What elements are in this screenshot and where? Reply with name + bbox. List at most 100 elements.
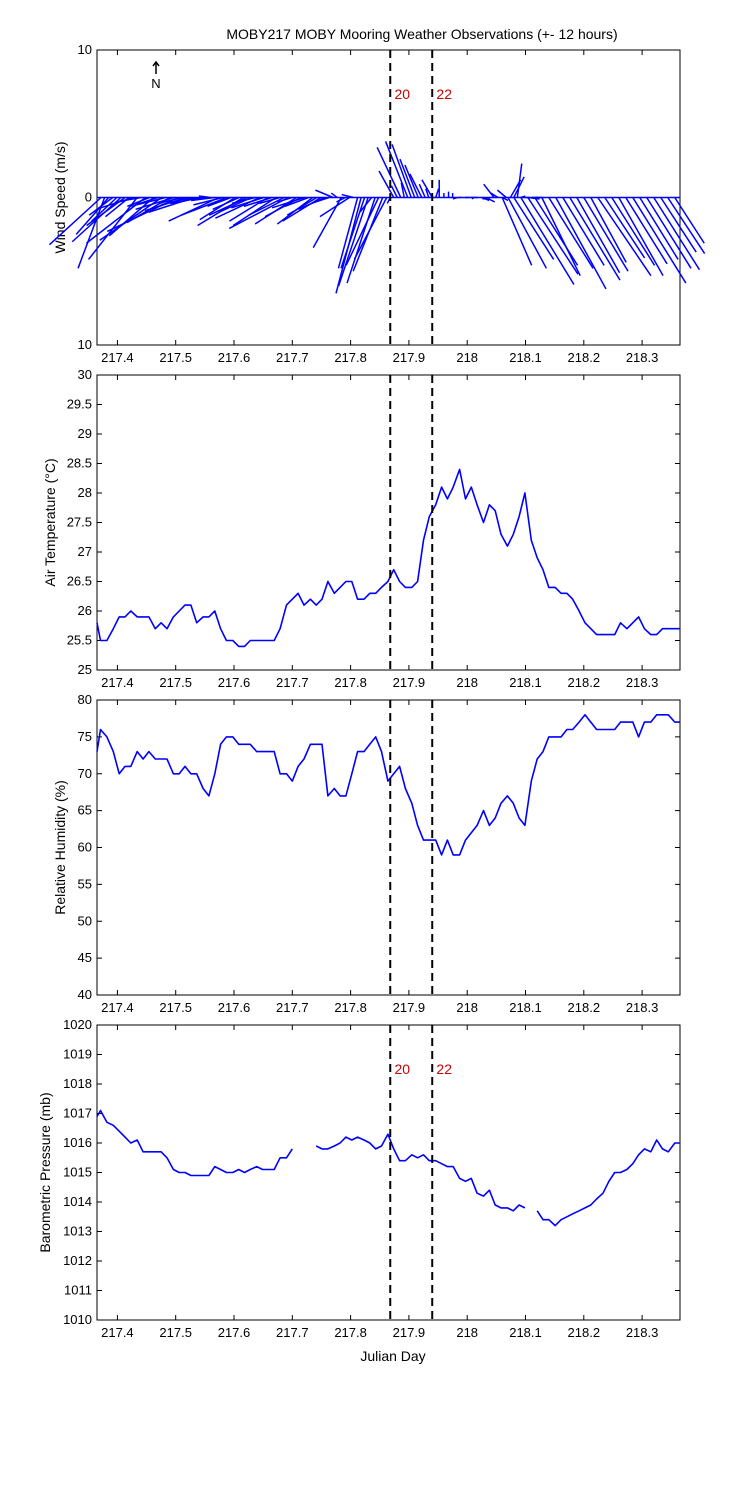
x-tick-label: 218	[456, 675, 478, 690]
panel-2: 217.4 217.5 217.6 217.7 217.8 217.9 218 218.1 21…	[42, 367, 681, 690]
wind-stick	[337, 197, 359, 269]
panel-3: 217.4 217.5 217.6 217.7 217.8 217.9 218 218.1 21…	[52, 692, 681, 1015]
wind-stick	[667, 197, 706, 254]
wind-stick	[259, 196, 281, 205]
wind-stick	[520, 197, 575, 285]
x-tick-label: 217.4	[101, 350, 134, 365]
x-tick-label: 217.8	[334, 1325, 367, 1340]
x-tick-label: 218.2	[568, 1325, 601, 1340]
wind-stick	[193, 196, 224, 206]
wind-stick	[376, 147, 402, 198]
wind-stick	[548, 197, 594, 269]
wind-stick	[435, 188, 440, 198]
series-line	[96, 714, 680, 856]
wind-stick	[158, 196, 183, 205]
x-tick-label: 217.5	[159, 1000, 192, 1015]
x-tick-label: 217.9	[393, 350, 426, 365]
wind-stick	[674, 197, 705, 244]
y-tick-label: 1015	[63, 1165, 92, 1180]
wind-stick	[604, 197, 646, 259]
y-tick-label: 75	[78, 729, 92, 744]
wind-stick	[243, 196, 273, 208]
y-tick-label: 1011	[64, 1283, 92, 1298]
y-tick-label: 55	[78, 876, 92, 891]
wind-stick	[378, 170, 395, 198]
wind-stick	[207, 196, 232, 208]
wind-stick	[75, 197, 110, 235]
x-tick-label: 217.7	[276, 675, 309, 690]
y-axis-label: Wind Speed (m/s)	[52, 141, 68, 253]
y-tick-label: 45	[78, 950, 92, 965]
x-tick-label: 218.1	[509, 675, 542, 690]
wind-stick	[632, 197, 687, 284]
wind-stick	[212, 196, 240, 210]
wind-stick	[618, 197, 664, 277]
wind-stick	[639, 197, 679, 260]
wind-stick	[191, 196, 215, 202]
y-tick-label: 30	[78, 367, 92, 382]
x-tick-label: 217.6	[218, 1000, 251, 1015]
y-tick-label: 29	[78, 426, 92, 441]
wind-stick	[625, 197, 668, 265]
wind-stick	[136, 196, 166, 206]
x-axis-label: Julian Day	[360, 1348, 425, 1364]
y-tick-label: 1014	[63, 1194, 92, 1209]
wind-stick	[130, 196, 158, 208]
wind-stick	[88, 196, 114, 216]
x-tick-label: 217.5	[159, 675, 192, 690]
wind-stick	[231, 196, 256, 205]
event-label: 22	[436, 86, 452, 102]
y-tick-label: 29.5	[67, 397, 92, 412]
x-tick-label: 217.7	[276, 1000, 309, 1015]
y-tick-label: 1020	[63, 1017, 92, 1032]
wind-stick	[353, 197, 388, 260]
y-axis-label: Barometric Pressure (mb)	[37, 1092, 53, 1252]
wind-stick	[319, 196, 350, 218]
wind-stick	[311, 196, 330, 205]
wind-stick	[555, 197, 607, 290]
y-tick-label: 28.5	[67, 456, 92, 471]
wind-stick	[660, 197, 697, 253]
y-tick-label: 26	[78, 603, 92, 618]
y-tick-label: 65	[78, 803, 92, 818]
wind-stick	[653, 197, 701, 271]
x-tick-label: 218.1	[509, 1000, 542, 1015]
y-tick-label: 80	[78, 692, 92, 707]
figure-title: MOBY217 MOBY Mooring Weather Observation…	[226, 26, 617, 42]
y-axis-label: Relative Humidity (%)	[52, 780, 68, 915]
wind-stick	[409, 173, 423, 198]
wind-stick	[127, 196, 150, 208]
event-label: 22	[436, 1061, 452, 1077]
wind-stick	[527, 197, 579, 275]
x-tick-label: 218.3	[626, 1325, 659, 1340]
plot-frame	[96, 374, 681, 671]
wind-stick	[569, 197, 621, 281]
wind-stick	[399, 158, 416, 198]
wind-stick	[346, 197, 376, 284]
y-tick-label: 28	[78, 485, 92, 500]
y-tick-label: 25	[78, 662, 92, 677]
north-arrow-head	[152, 60, 160, 67]
y-axis-label: Air Temperature (°C)	[42, 458, 58, 586]
wind-stick	[384, 141, 409, 198]
wind-stick	[490, 192, 499, 199]
wind-stick	[418, 183, 426, 198]
wind-stick	[452, 196, 458, 200]
series-line	[96, 468, 680, 648]
series-line	[96, 1109, 293, 1177]
x-tick-label: 218.1	[509, 1325, 542, 1340]
wind-stick	[168, 196, 220, 222]
wind-stick	[77, 197, 106, 269]
wind-stick	[576, 197, 621, 274]
series-line	[315, 1133, 526, 1212]
wind-stick	[421, 179, 433, 198]
wind-stick	[534, 197, 579, 266]
x-tick-label: 218.2	[568, 350, 601, 365]
panels: 217.4 217.5 217.6 217.7 217.8 217.9 218 218.1 21…	[37, 42, 706, 1340]
wind-stick	[425, 188, 430, 198]
panel-4: 217.4 217.5 217.6 217.7 217.8 217.9 218 218.1 21…	[37, 1017, 681, 1340]
wind-stick	[611, 197, 656, 266]
wind-stick	[513, 197, 555, 260]
x-tick-label: 217.7	[276, 1325, 309, 1340]
y-tick-label: 0	[85, 190, 92, 205]
